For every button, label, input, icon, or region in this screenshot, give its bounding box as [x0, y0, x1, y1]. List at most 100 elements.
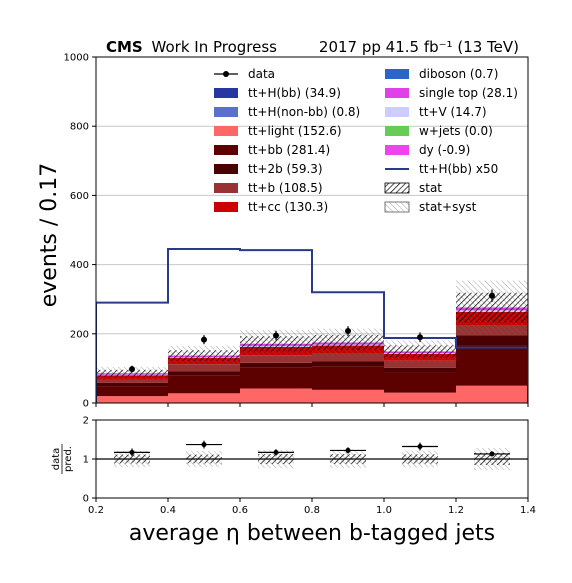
stack-bar	[384, 367, 456, 373]
legend-label: single top (28.1)	[419, 86, 518, 100]
legend-swatch	[385, 126, 409, 136]
ratio-point	[417, 444, 423, 450]
legend-marker	[223, 71, 229, 77]
legend-swatch	[214, 183, 238, 193]
stack-bar	[96, 386, 168, 397]
x-tick-label: 0.6	[232, 505, 248, 516]
legend-label: data	[248, 67, 275, 81]
data-point	[129, 366, 135, 373]
legend-swatch	[214, 88, 238, 98]
stack-bar	[456, 335, 528, 346]
stacked-bars	[96, 307, 528, 403]
legend-swatch-stat	[384, 182, 410, 194]
stat-band	[168, 350, 240, 361]
ratio-ylabel-bottom: pred.	[63, 446, 74, 472]
stack-bar	[168, 371, 240, 376]
legend-label: stat+syst	[419, 200, 477, 214]
ratio-points	[114, 440, 510, 457]
legend-label: tt+b (108.5)	[248, 181, 323, 195]
stack-bar	[312, 366, 384, 390]
x-tick-label: 0.8	[304, 505, 320, 516]
legend-label: dy (-0.9)	[419, 143, 470, 157]
legend-label: tt+2b (59.3)	[248, 162, 323, 176]
stack-bar	[168, 375, 240, 394]
legend-label: w+jets (0.0)	[419, 124, 493, 138]
stat-band	[240, 336, 312, 352]
stack-bar	[384, 392, 456, 403]
ratio-y-tick-label: 1	[83, 455, 89, 466]
stack-bar	[384, 372, 456, 393]
legend-label: tt+H(bb) x50	[419, 162, 498, 176]
x-tick-label: 1.2	[448, 505, 464, 516]
signal-line	[96, 248, 528, 403]
stack-bar	[240, 362, 312, 368]
stack-bar	[96, 382, 168, 387]
legend-swatch-stat-syst	[384, 201, 410, 213]
title-right: 2017 pp 41.5 fb⁻¹ (13 TeV)	[319, 38, 519, 56]
uncertainty-bands	[96, 280, 528, 380]
title-bold: CMS	[106, 38, 143, 56]
title-normal: Work In Progress	[152, 38, 278, 56]
x-ticks: 0.2 0.4 0.6 0.8 1.0 1.2 1.4	[88, 403, 536, 516]
x-tick-label: 1.0	[376, 505, 392, 516]
legend-label: tt+H(bb) (34.9)	[248, 86, 341, 100]
data-points	[129, 289, 495, 373]
stack-bar	[384, 360, 456, 368]
y-tick-label: 200	[70, 329, 89, 340]
legend-swatch	[214, 202, 238, 212]
legend-swatch	[385, 88, 409, 98]
x-tick-label: 0.2	[88, 505, 104, 516]
data-point	[345, 328, 351, 335]
y-tick-label: 600	[70, 191, 89, 202]
chart-title: CMS Work In Progress	[106, 38, 277, 56]
legend-label: diboson (0.7)	[419, 67, 498, 81]
stat-band	[96, 369, 168, 377]
legend-swatch	[385, 145, 409, 155]
x-tick-label: 0.4	[160, 505, 176, 516]
y-axis-label: events / 0.17	[37, 163, 62, 308]
y-tick-label: 0	[83, 399, 89, 410]
legend-swatch	[214, 107, 238, 117]
ratio-y-tick-label: 0	[83, 494, 89, 505]
ratio-y-axis-label: data pred.	[51, 444, 74, 474]
main-y-ticks: 0 200 400 600 800 1000	[64, 53, 96, 410]
x-tick-label: 1.4	[520, 505, 536, 516]
stat-band	[312, 334, 384, 351]
stack-bar	[168, 393, 240, 403]
stack-bar	[240, 388, 312, 403]
ratio-ylabel-top: data	[51, 448, 62, 471]
stack-bar	[456, 345, 528, 386]
stack-bar	[240, 367, 312, 389]
data-point	[201, 336, 207, 343]
stack-bar	[312, 389, 384, 403]
legend-swatch	[214, 126, 238, 136]
legend-label: tt+bb (281.4)	[248, 143, 330, 157]
ratio-point	[273, 449, 279, 455]
legend-label: stat	[419, 181, 442, 195]
y-tick-label: 400	[70, 260, 89, 271]
legend-swatch	[385, 107, 409, 117]
legend-swatch	[385, 69, 409, 79]
legend-swatch	[214, 164, 238, 174]
stack-bar	[168, 364, 240, 372]
ratio-point	[345, 447, 351, 453]
x-axis-label: average η between b-tagged jets	[129, 521, 495, 546]
y-tick-label: 1000	[64, 53, 89, 64]
legend-label: tt+V (14.7)	[419, 105, 487, 119]
ratio-y-tick-label: 2	[83, 416, 89, 427]
ratio-point	[129, 449, 135, 455]
legend: data tt+H(bb) (34.9) tt+H(non-bb) (0.8) tt+…	[214, 67, 518, 214]
stack-bar	[312, 361, 384, 367]
signal-overlay	[96, 248, 528, 403]
stack-bar	[96, 396, 168, 403]
stack-bar	[456, 385, 528, 403]
data-point	[273, 332, 279, 339]
data-point	[417, 334, 423, 341]
ratio-point	[201, 442, 207, 448]
legend-swatch	[214, 145, 238, 155]
legend-label: tt+light (152.6)	[248, 124, 342, 138]
data-point	[489, 292, 495, 299]
ratio-y-ticks: 0 1 2	[83, 416, 96, 505]
stat-band	[384, 345, 456, 358]
